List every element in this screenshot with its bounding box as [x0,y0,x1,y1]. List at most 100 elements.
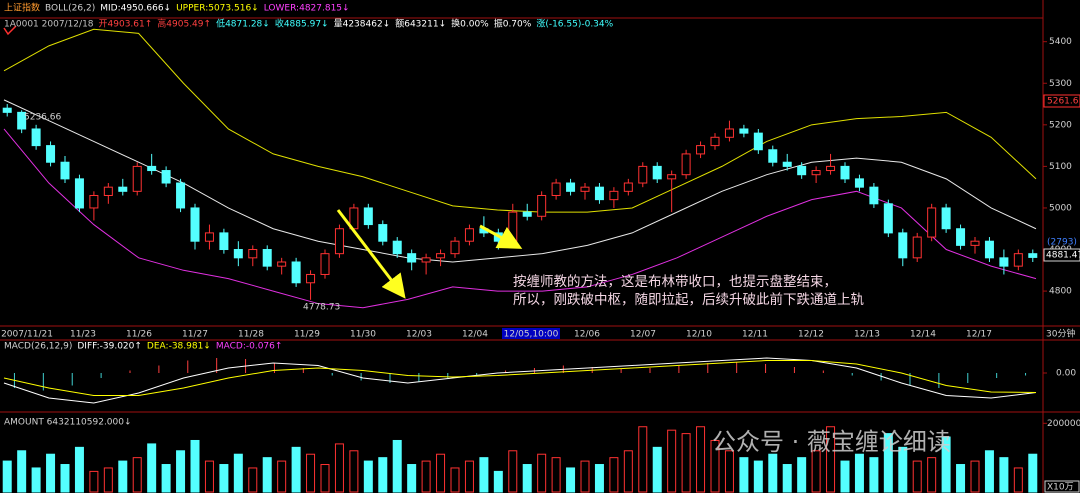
candle-body [753,132,763,151]
candle-body [638,165,648,184]
y-tick-label: 4800 [1049,287,1072,297]
candle-body [190,207,200,242]
candle-body [60,161,70,180]
volume-bar [17,450,27,493]
volume-bar [984,450,994,493]
volume-bar [204,460,214,493]
watermark: 公众号 · 薇宝缠论细读 [712,428,951,456]
candle-body [378,224,388,242]
x-tick-label: 11/30 [350,330,376,340]
unit-label: X10万 [1047,483,1074,493]
candle-body [970,240,980,246]
volume-bar [233,453,243,493]
price-tag-label: 5261.6 [1047,97,1079,107]
header-text: 涨(-16.55)-0.34% [536,19,613,30]
x-tick-label: 12/13 [854,330,880,340]
volume-bar [681,433,691,493]
candle-body [652,165,662,180]
candle-body [594,186,604,201]
candle-body [464,228,474,242]
right-label: (2793) [1047,238,1077,248]
candle-body [927,207,937,238]
x-tick-label: 11/29 [294,330,320,340]
candle-body [147,165,157,172]
candle-body [262,249,272,267]
candle-body [407,253,417,263]
candle-body [320,253,330,275]
volume-bar [537,453,547,493]
candle-body [609,190,619,201]
candle-body [2,107,12,113]
volume-bar [840,460,850,493]
y-tick-label: 5100 [1049,162,1072,172]
candle-body [898,232,908,259]
volume-bar [349,450,359,493]
x-tick-label: 12/12 [798,330,824,340]
candle-body [161,170,171,184]
annotation: 4778.73 [303,303,340,313]
volume-bar [407,464,417,493]
price-tag [1043,94,1080,108]
y-tick-label: 5200 [1049,120,1072,130]
candle-body [176,182,186,209]
annotation: 5236.66 [24,113,61,123]
volume-bar [768,453,778,493]
header-text: 换0.00% [451,18,489,30]
volume-bar [277,460,287,493]
volume-bar [248,467,258,493]
candle-body [623,182,633,192]
boll-line [3,99,1037,263]
candle-body [421,257,431,263]
candle-body [89,194,99,209]
candle-body [681,153,691,176]
volume-label: AMOUNT 6432110592.000↓ [4,418,132,428]
volume-bar [334,443,344,493]
volume-bar [970,460,980,493]
candle-body [508,211,518,242]
volume-bar [927,457,937,493]
candle-body [854,178,864,188]
arrow [479,224,523,249]
header-text: 收4885.97↓ [275,18,329,30]
volume-bar [956,464,966,493]
header-text: MACD(26,12,9) [4,342,72,352]
candle-body [797,165,807,176]
boll-line [3,28,1037,213]
candle-body [739,128,749,134]
volume-bar [623,450,633,493]
annotation-text: 所以，刚跌破中枢，随即拉起，后续升破此前下跌通道上轨 [513,291,864,308]
header-text: 额643211↓ [395,18,446,30]
volume-bar [609,457,619,493]
volume-bar [493,470,503,493]
candle-body [103,186,113,196]
volume-bar [89,470,99,493]
icon [3,25,17,36]
x-tick-label: 12/05,10:00 [504,330,559,340]
volume-bar [724,450,734,493]
candle-body [566,182,576,192]
candle-body [869,186,879,205]
volume-bar [132,457,142,493]
candle-body [118,186,128,192]
candle-body [204,232,214,242]
volume-bar [31,467,41,493]
volume-bar [999,457,1009,493]
candle-body [724,128,734,138]
candle-body [710,136,720,147]
header-text: 振0.70% [494,18,532,30]
volume-bar [479,457,489,493]
candle-body [941,207,951,230]
candle-body [306,273,316,284]
candle-body [46,145,56,163]
x-tick-label: 12/04 [462,330,488,340]
candle-body [450,240,460,255]
volume-bar [190,439,200,493]
candle-body [436,253,446,259]
volume-bar [508,450,518,493]
volume-bar [869,457,879,493]
volume-bar [753,460,763,493]
header-text: 开4903.61↑ [99,19,153,30]
volume-bar [147,443,157,493]
volume-bar [912,460,922,493]
x-tick-label: 12/07 [630,330,656,340]
